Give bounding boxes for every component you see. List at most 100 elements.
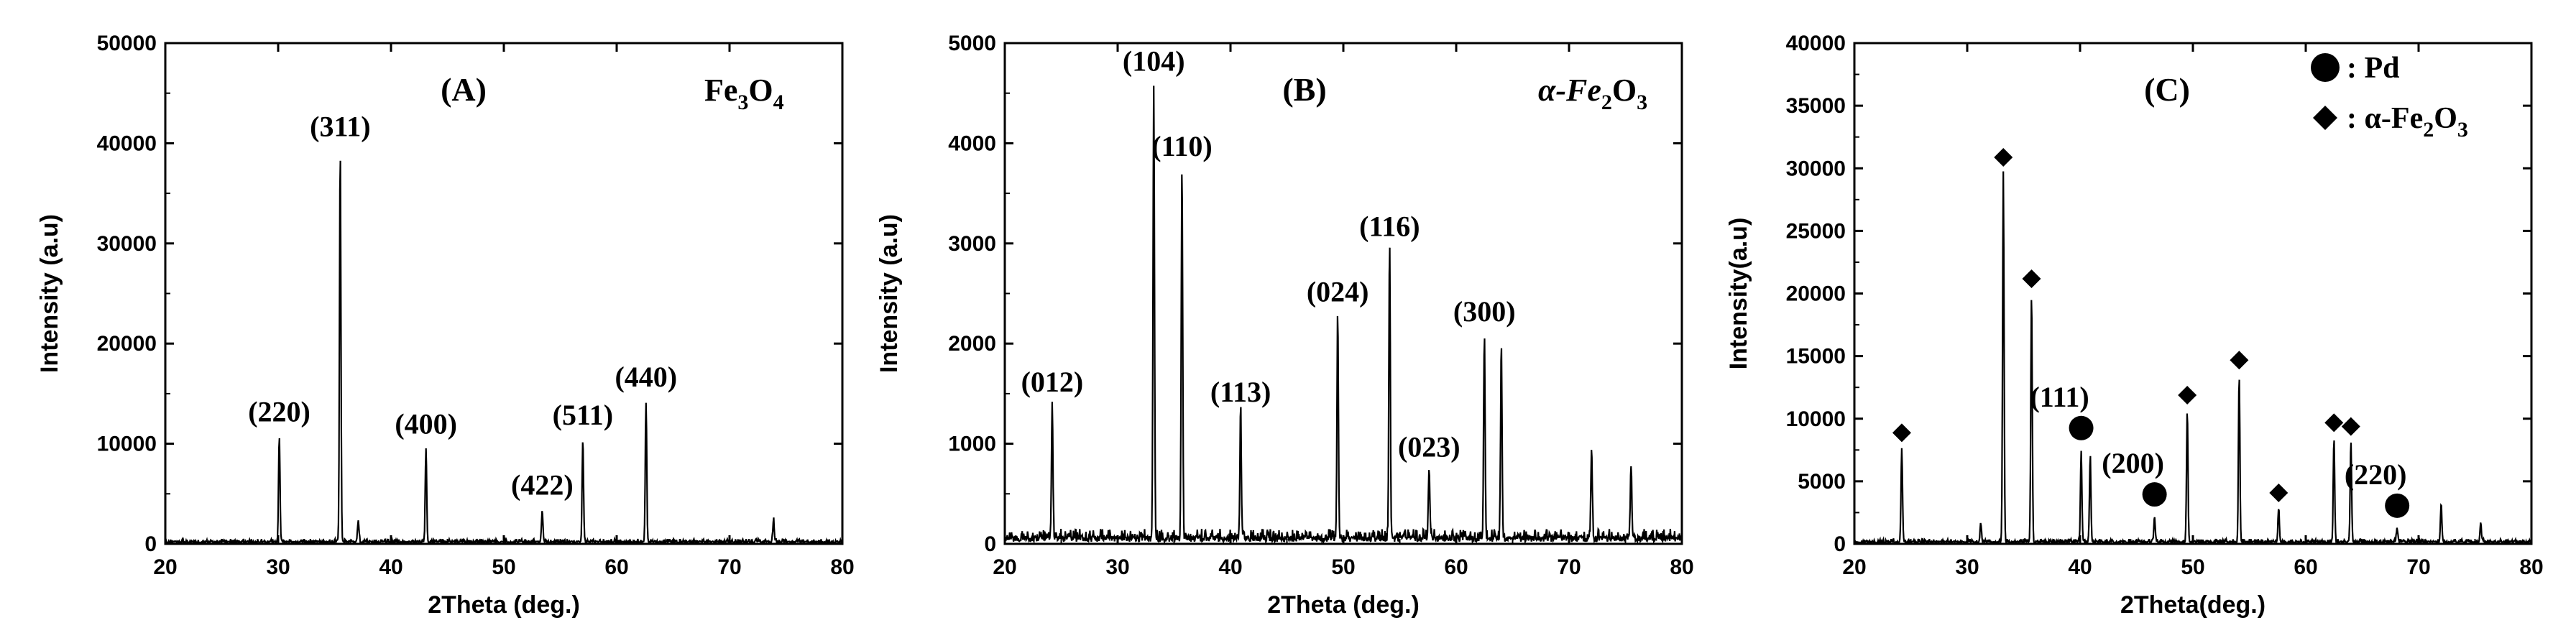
formula-main: Fe — [704, 73, 737, 108]
legend-label-main: : α-Fe — [2347, 102, 2423, 135]
y-tick-label: 40000 — [1786, 32, 1846, 55]
peak-label: (440) — [615, 361, 677, 393]
x-tick-label: 20 — [153, 555, 177, 579]
y-tick-label: 25000 — [1786, 219, 1846, 243]
y-tick-label: 10000 — [1786, 407, 1846, 431]
x-axis-label: 2Theta(deg.) — [2120, 591, 2266, 619]
y-tick-label: 5000 — [1798, 470, 1846, 494]
peak-point — [582, 441, 584, 443]
x-tick-label: 30 — [1105, 555, 1129, 579]
peak-label: (116) — [1359, 211, 1420, 243]
legend-circle-marker — [2311, 53, 2340, 82]
chart-panel-2: 20 30 40 50 60 70 80 0 5000 10000 15000 20000 25000 3… — [1725, 32, 2544, 619]
y-tick-label: 20000 — [97, 332, 157, 356]
y-tick-label: 4000 — [948, 131, 996, 155]
x-axis-label: 2Theta (deg.) — [428, 591, 580, 619]
x-tick-label: 20 — [1842, 555, 1866, 579]
legend-formula-sub2: 3 — [2457, 118, 2468, 142]
x-tick-label: 60 — [2294, 555, 2317, 579]
y-tick-label: 3000 — [948, 232, 996, 256]
x-tick-label: 80 — [830, 555, 854, 579]
diamond-marker — [1994, 147, 2013, 167]
y-tick-label: 0 — [144, 532, 157, 556]
y-axis-label: Intensity (a.u) — [36, 214, 63, 373]
formula-sub2: 4 — [773, 91, 784, 114]
compound-formula: α-Fe2O3 — [1538, 73, 1647, 114]
peak-point — [2186, 412, 2188, 413]
legend-label-main: : Pd — [2347, 52, 2400, 85]
y-tick-label: 1000 — [948, 433, 996, 456]
peak-label: (113) — [1210, 376, 1271, 408]
x-axis-label: 2Theta (deg.) — [1267, 591, 1420, 619]
diamond-marker — [2022, 269, 2041, 288]
legend-formula-mid: O — [2434, 102, 2457, 135]
chart-panel-1: 20 30 40 50 60 70 80 0 1000 2000 3000 4000 5000 2Thet… — [875, 32, 1694, 619]
y-tick-label: 50000 — [97, 32, 157, 55]
formula-sub2: 3 — [1637, 91, 1647, 114]
panel-label: (B) — [1282, 71, 1326, 108]
y-tick-label: 5000 — [948, 32, 996, 55]
diamond-marker — [2230, 351, 2249, 370]
peak-label: (311) — [310, 110, 370, 142]
peak-label: (511) — [553, 399, 613, 431]
peak-point — [339, 152, 341, 154]
x-tick-label: 60 — [1444, 555, 1468, 579]
circle-marker — [2069, 415, 2094, 440]
peak-label: (220) — [2345, 458, 2407, 491]
peak-label: (220) — [248, 396, 310, 428]
formula-sub1: 3 — [737, 91, 748, 114]
circle-marker — [2142, 482, 2167, 507]
panel-label: (A) — [441, 71, 487, 108]
peak-label: (300) — [1453, 295, 1516, 328]
peak-label: (012) — [1021, 366, 1084, 398]
x-tick-label: 70 — [1557, 555, 1581, 579]
y-tick-label: 20000 — [1786, 282, 1846, 306]
diamond-marker — [1892, 423, 1911, 443]
formula-main: α-Fe — [1538, 73, 1601, 108]
x-tick-label: 70 — [717, 555, 741, 579]
y-tick-label: 15000 — [1786, 345, 1846, 369]
y-axis-label: Intensity(a.u) — [1725, 218, 1752, 370]
peak-label: (024) — [1307, 275, 1369, 308]
formula-mid: O — [748, 73, 773, 108]
peak-label: (111) — [2030, 381, 2089, 413]
plot-frame — [164, 42, 844, 545]
x-tick-label: 50 — [2181, 555, 2204, 579]
peak-point — [2030, 295, 2032, 297]
x-tick-label: 40 — [1218, 555, 1242, 579]
circle-marker — [2385, 493, 2410, 518]
diamond-marker — [2341, 417, 2360, 436]
y-tick-label: 10000 — [97, 433, 157, 456]
peak-label: (110) — [1151, 130, 1212, 162]
peak-label: (023) — [1398, 430, 1460, 463]
y-axis-label: Intensity (a.u) — [875, 214, 903, 373]
xrd-pattern-line — [1854, 171, 2531, 544]
x-tick-label: 60 — [604, 555, 628, 579]
x-tick-label: 40 — [2068, 555, 2092, 579]
diamond-marker — [2178, 386, 2197, 405]
xrd-pattern-line — [165, 160, 842, 544]
peak-label: (104) — [1123, 45, 1185, 78]
diamond-marker — [2269, 483, 2288, 502]
xrd-pattern-line — [1005, 85, 1682, 544]
x-tick-label: 50 — [1331, 555, 1355, 579]
y-tick-label: 40000 — [97, 131, 157, 155]
peak-point — [1181, 172, 1182, 174]
formula-mid: O — [1612, 73, 1637, 108]
x-tick-label: 30 — [266, 555, 290, 579]
compound-formula: Fe3O4 — [704, 73, 784, 114]
x-tick-label: 20 — [993, 555, 1016, 579]
panel-label: (C) — [2144, 71, 2190, 108]
x-tick-label: 30 — [1955, 555, 1979, 579]
x-tick-label: 40 — [379, 555, 402, 579]
x-tick-label: 80 — [2519, 555, 2543, 579]
legend-label: : Pd — [2347, 52, 2400, 85]
x-tick-label: 70 — [2406, 555, 2430, 579]
peak-point — [2238, 376, 2240, 378]
legend-diamond-marker — [2313, 106, 2337, 130]
legend-formula-sub1: 2 — [2423, 118, 2434, 142]
y-tick-label: 0 — [984, 532, 996, 556]
y-tick-label: 35000 — [1786, 94, 1846, 118]
formula-sub1: 2 — [1601, 91, 1612, 114]
